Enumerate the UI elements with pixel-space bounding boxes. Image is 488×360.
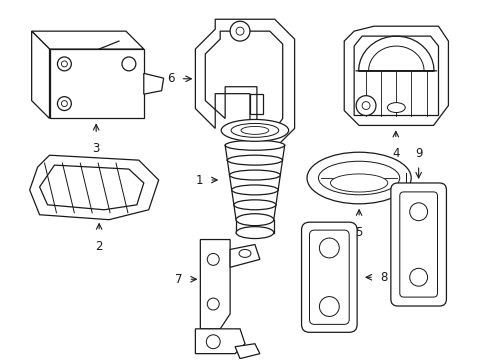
- FancyBboxPatch shape: [390, 183, 446, 306]
- Ellipse shape: [233, 200, 275, 210]
- Text: 3: 3: [92, 142, 100, 155]
- Circle shape: [57, 57, 71, 71]
- Polygon shape: [30, 155, 158, 220]
- Circle shape: [57, 96, 71, 111]
- Ellipse shape: [231, 123, 278, 137]
- Circle shape: [319, 297, 339, 316]
- Polygon shape: [230, 244, 259, 267]
- Circle shape: [230, 21, 249, 41]
- Polygon shape: [200, 239, 230, 329]
- Ellipse shape: [221, 120, 288, 141]
- Circle shape: [236, 27, 244, 35]
- Text: 6: 6: [167, 72, 174, 85]
- Ellipse shape: [236, 214, 273, 226]
- Ellipse shape: [306, 152, 410, 204]
- FancyBboxPatch shape: [399, 192, 437, 297]
- Circle shape: [355, 96, 375, 116]
- Circle shape: [409, 203, 427, 221]
- Text: 5: 5: [355, 226, 362, 239]
- FancyBboxPatch shape: [309, 230, 348, 324]
- Ellipse shape: [236, 227, 273, 239]
- FancyBboxPatch shape: [301, 222, 356, 332]
- Circle shape: [409, 268, 427, 286]
- Text: 4: 4: [391, 147, 399, 160]
- Polygon shape: [344, 26, 447, 125]
- Circle shape: [61, 100, 67, 107]
- Polygon shape: [32, 31, 143, 49]
- Polygon shape: [195, 19, 294, 148]
- Ellipse shape: [330, 174, 387, 192]
- Polygon shape: [143, 73, 163, 94]
- Ellipse shape: [224, 140, 284, 150]
- Text: 9: 9: [414, 147, 422, 160]
- Circle shape: [207, 298, 219, 310]
- Text: 7: 7: [175, 273, 182, 286]
- Text: 2: 2: [95, 239, 102, 252]
- Circle shape: [319, 238, 339, 258]
- Polygon shape: [392, 237, 399, 252]
- Circle shape: [206, 335, 220, 349]
- Ellipse shape: [229, 170, 280, 180]
- Text: 8: 8: [379, 271, 386, 284]
- Circle shape: [207, 253, 219, 265]
- Circle shape: [361, 102, 369, 109]
- Circle shape: [61, 61, 67, 67]
- Polygon shape: [195, 329, 244, 354]
- Ellipse shape: [386, 103, 405, 113]
- Polygon shape: [235, 344, 259, 359]
- Ellipse shape: [241, 126, 268, 134]
- Ellipse shape: [227, 155, 282, 165]
- Text: 1: 1: [195, 174, 203, 186]
- Circle shape: [122, 57, 136, 71]
- Polygon shape: [49, 49, 143, 118]
- Ellipse shape: [239, 249, 250, 257]
- Ellipse shape: [318, 161, 399, 195]
- Ellipse shape: [231, 185, 278, 195]
- Polygon shape: [32, 31, 49, 118]
